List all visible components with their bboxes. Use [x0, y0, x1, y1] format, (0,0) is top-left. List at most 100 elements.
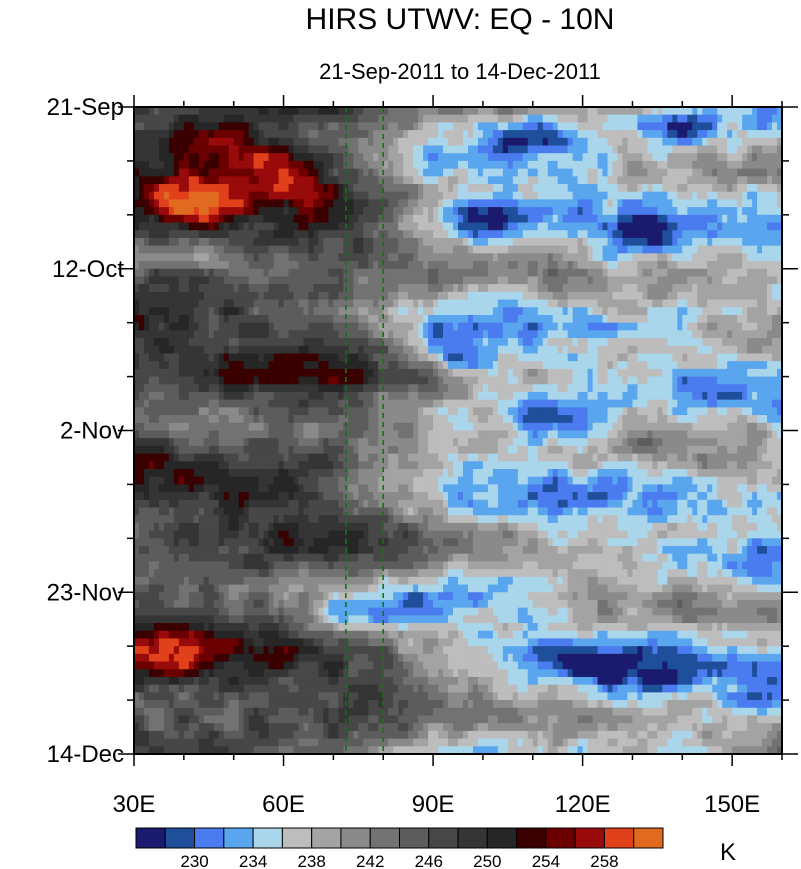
- field-cell: [308, 368, 315, 378]
- field-cell: [642, 122, 649, 131]
- field-cell: [652, 222, 658, 231]
- field-cell: [243, 253, 250, 262]
- field-cell: [637, 207, 644, 216]
- field-cell: [497, 191, 504, 201]
- field-cell: [293, 199, 300, 208]
- field-cell: [363, 399, 369, 408]
- field-cell: [777, 299, 783, 308]
- field-cell: [467, 314, 474, 324]
- field-cell: [288, 361, 295, 370]
- field-cell: [268, 122, 275, 131]
- field-cell: [567, 299, 574, 308]
- field-cell: [373, 307, 379, 316]
- field-cell: [168, 384, 175, 393]
- field-cell: [597, 184, 604, 193]
- field-cell: [348, 107, 354, 116]
- field-cell: [288, 222, 295, 231]
- field-cell: [408, 130, 414, 139]
- field-cell: [672, 361, 678, 370]
- field-cell: [218, 222, 225, 231]
- field-cell: [453, 284, 459, 293]
- field-cell: [692, 245, 698, 254]
- field-cell: [747, 376, 753, 385]
- field-cell: [512, 368, 519, 378]
- field-cell: [428, 237, 434, 247]
- field-cell: [767, 330, 773, 339]
- field-cell: [732, 384, 738, 393]
- field-cell: [393, 253, 399, 262]
- field-cell: [188, 338, 195, 347]
- field-cell: [627, 338, 634, 347]
- field-cell: [477, 168, 484, 177]
- field-cell: [522, 299, 529, 308]
- field-cell: [248, 345, 255, 355]
- field-cell: [453, 291, 459, 301]
- field-cell: [582, 307, 589, 316]
- field-cell: [318, 299, 325, 308]
- field-cell: [587, 122, 594, 131]
- field-cell: [403, 199, 409, 208]
- field-cell: [258, 176, 265, 185]
- field-cell: [472, 276, 479, 285]
- field-cell: [557, 114, 564, 123]
- field-cell: [532, 184, 539, 193]
- field-cell: [652, 284, 658, 293]
- field-cell: [433, 307, 439, 316]
- field-cell: [617, 245, 624, 254]
- field-cell: [208, 184, 215, 193]
- field-cell: [587, 384, 594, 393]
- field-cell: [537, 137, 544, 147]
- field-cell: [368, 261, 374, 270]
- field-cell: [667, 176, 673, 185]
- field-cell: [662, 114, 668, 123]
- field-cell: [218, 268, 225, 278]
- field-cell: [597, 376, 604, 385]
- field-cell: [662, 153, 668, 162]
- field-cell: [667, 391, 673, 401]
- field-cell: [308, 291, 315, 301]
- field-cell: [752, 230, 758, 239]
- field-cell: [707, 338, 713, 347]
- field-cell: [138, 291, 145, 301]
- field-cell: [253, 176, 260, 185]
- field-cell: [413, 353, 419, 362]
- field-cell: [453, 253, 459, 262]
- field-cell: [482, 168, 489, 177]
- field-cell: [368, 345, 374, 355]
- field-cell: [572, 107, 579, 116]
- field-cell: [243, 114, 250, 123]
- field-cell: [647, 160, 653, 170]
- field-cell: [248, 168, 255, 177]
- field-cell: [383, 314, 389, 324]
- field-cell: [263, 214, 270, 224]
- field-cell: [542, 361, 549, 370]
- field-cell: [687, 214, 693, 224]
- field-cell: [597, 253, 604, 262]
- field-cell: [542, 338, 549, 347]
- field-cell: [777, 314, 783, 324]
- field-cell: [727, 245, 733, 254]
- field-cell: [462, 222, 469, 231]
- field-cell: [477, 338, 484, 347]
- field-cell: [163, 214, 170, 224]
- field-cell: [443, 145, 449, 154]
- field-cell: [777, 191, 783, 201]
- field-cell: [697, 261, 703, 270]
- field-cell: [388, 291, 394, 301]
- field-cell: [278, 122, 285, 131]
- field-cell: [318, 391, 325, 401]
- field-cell: [448, 299, 454, 308]
- field-cell: [363, 368, 369, 378]
- field-cell: [732, 368, 738, 378]
- field-cell: [413, 314, 419, 324]
- field-cell: [328, 330, 334, 339]
- field-cell: [328, 384, 334, 393]
- field-cell: [383, 284, 389, 293]
- field-cell: [777, 222, 783, 231]
- field-cell: [662, 253, 668, 262]
- field-cell: [408, 399, 414, 408]
- field-cell: [502, 276, 509, 285]
- field-cell: [557, 361, 564, 370]
- field-cell: [577, 107, 584, 116]
- field-cell: [238, 122, 245, 131]
